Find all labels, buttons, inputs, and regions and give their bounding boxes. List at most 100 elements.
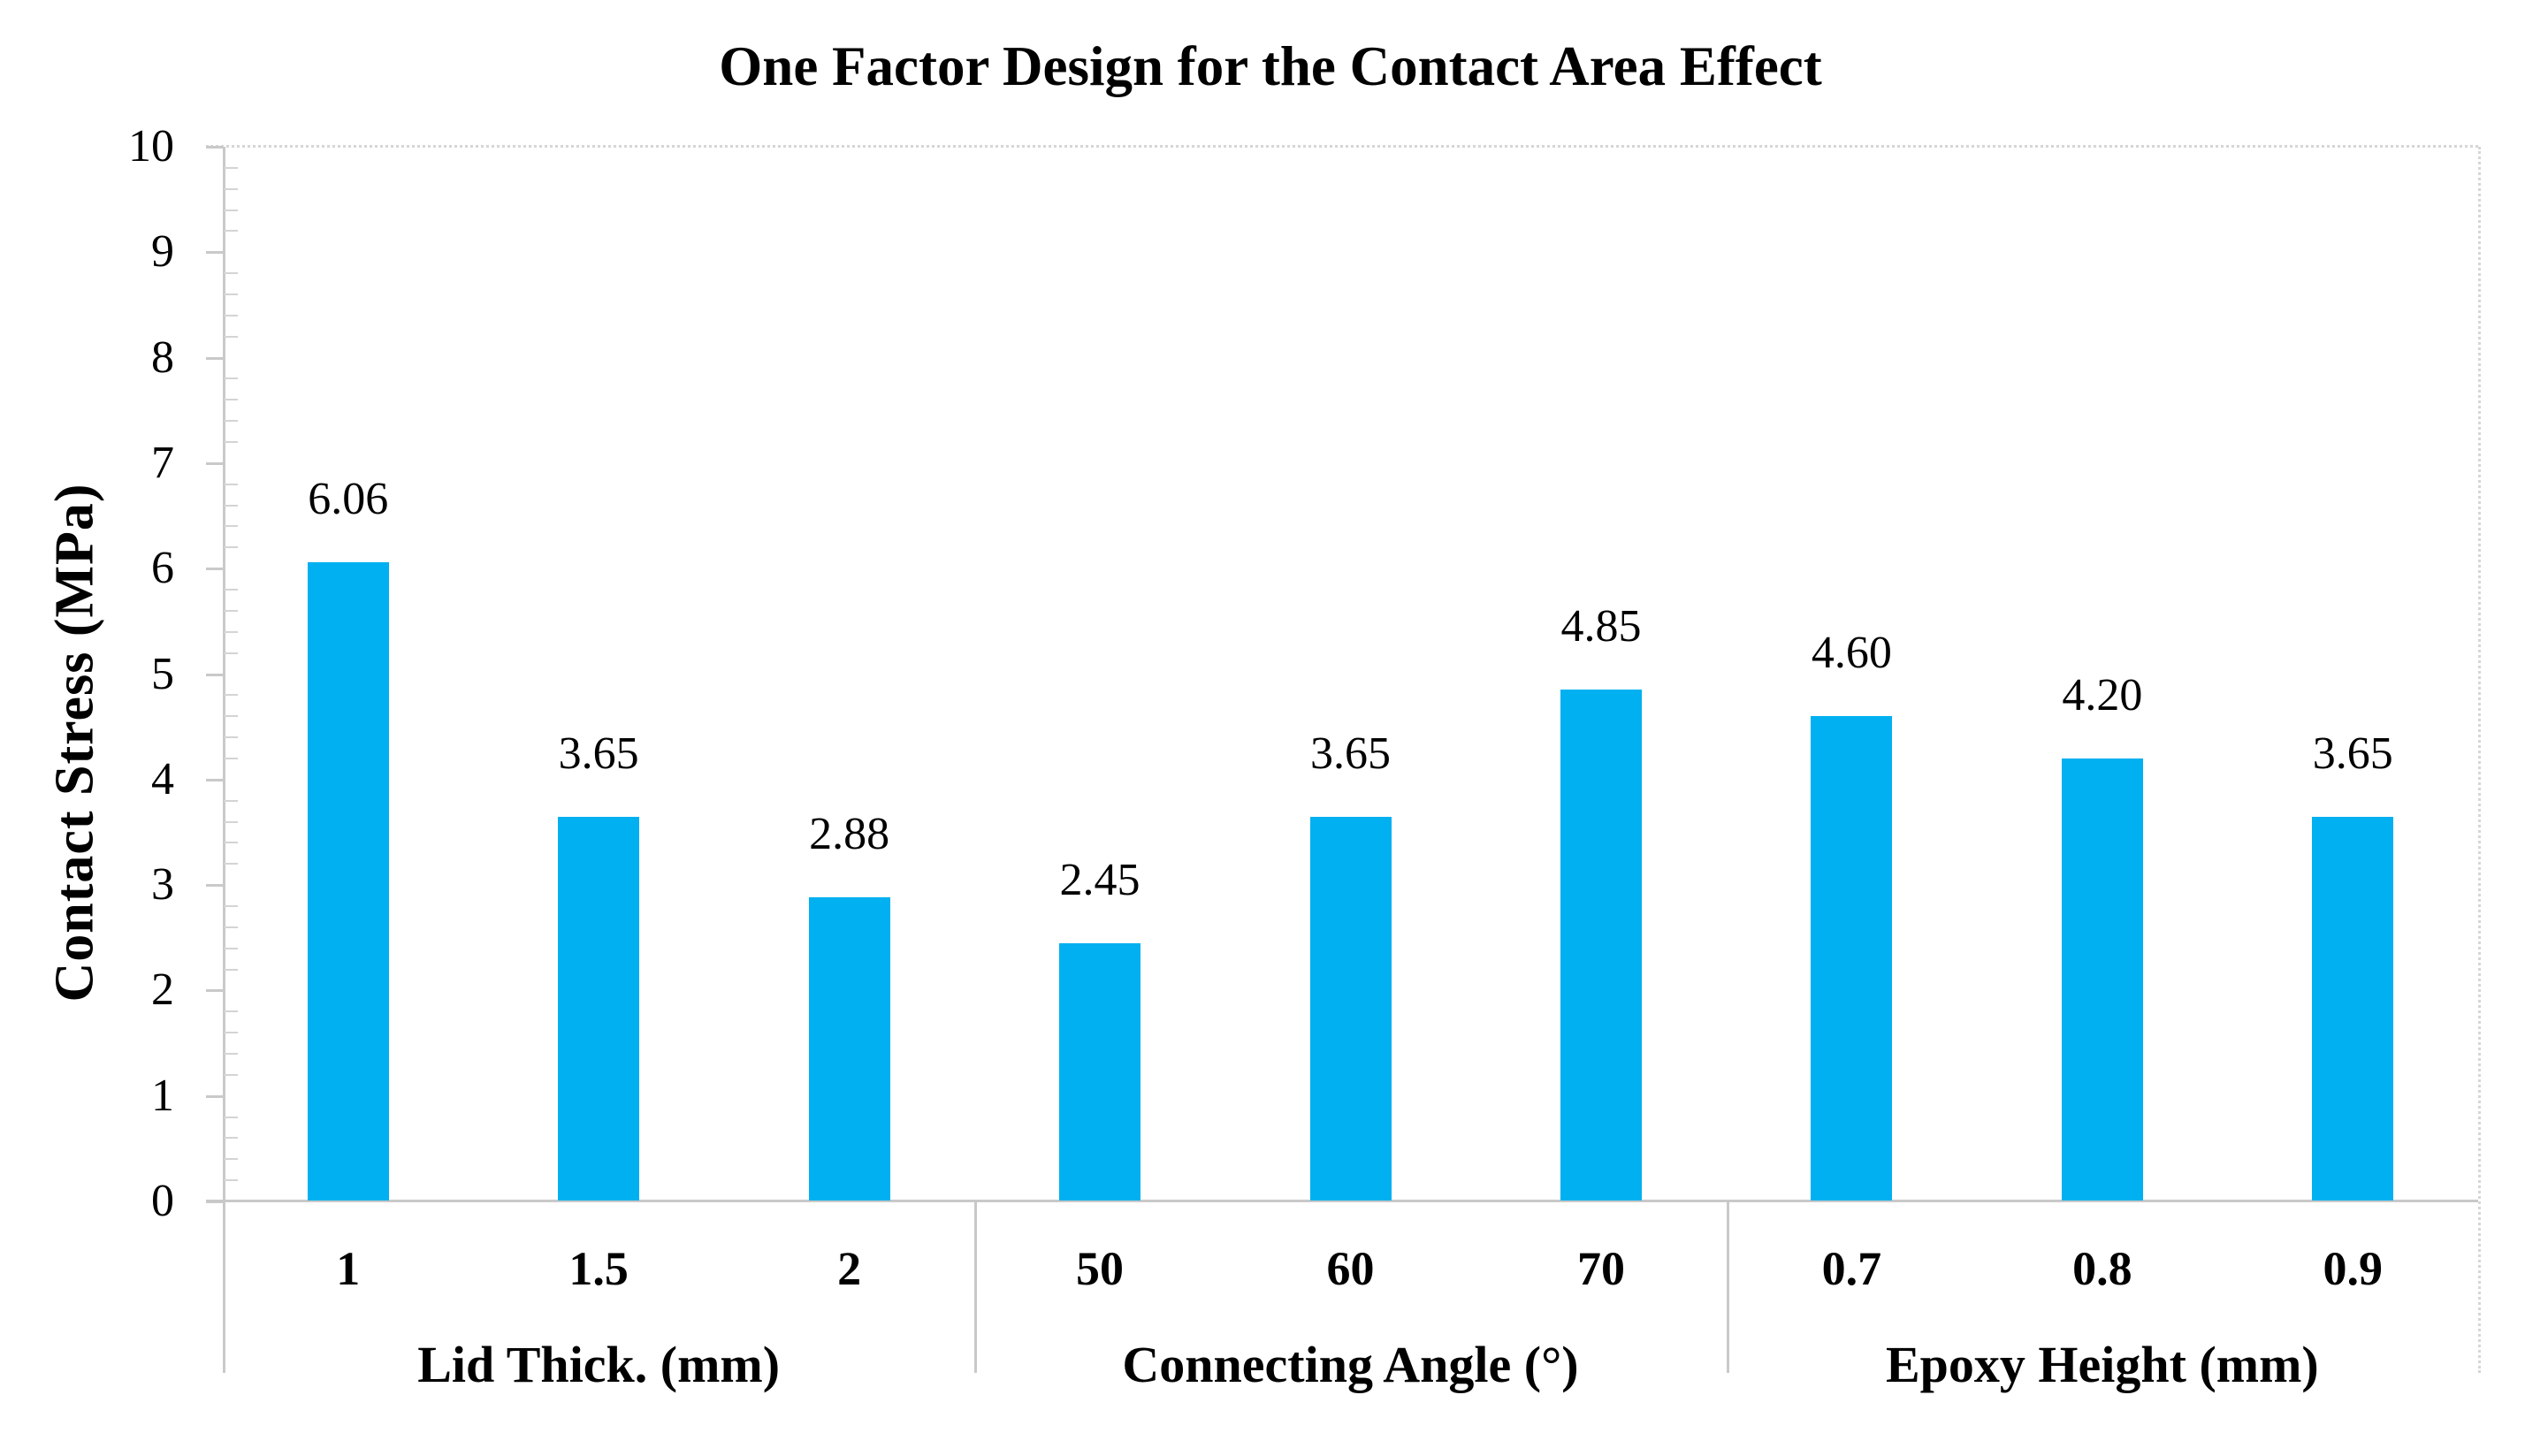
chart-title: One Factor Design for the Contact Area E… xyxy=(719,35,1822,97)
bar xyxy=(307,562,389,1201)
y-minor-tick xyxy=(224,272,238,275)
y-minor-tick xyxy=(224,630,238,633)
y-major-tick xyxy=(206,461,223,465)
x-axis-line xyxy=(206,1200,2478,1202)
plot-right-border xyxy=(2478,147,2481,1373)
y-major-tick xyxy=(206,568,223,571)
y-minor-tick xyxy=(224,1158,238,1161)
y-minor-tick xyxy=(224,1010,238,1013)
category-tick-label: 0.7 xyxy=(1821,1242,1882,1295)
y-tick-label: 2 xyxy=(151,964,174,1016)
y-minor-tick xyxy=(224,652,238,654)
y-minor-tick xyxy=(224,441,238,444)
bar xyxy=(558,816,640,1201)
y-tick-label: 4 xyxy=(151,753,174,804)
plot-top-border xyxy=(206,145,2478,148)
y-minor-tick xyxy=(224,546,238,549)
y-minor-tick xyxy=(224,230,238,233)
bar-value-label: 4.85 xyxy=(1560,601,1642,652)
y-major-tick xyxy=(206,884,223,888)
y-minor-tick xyxy=(224,187,238,190)
category-tick-label: 0.9 xyxy=(2323,1242,2384,1295)
y-minor-tick xyxy=(224,525,238,528)
y-minor-tick xyxy=(224,736,238,739)
y-minor-tick xyxy=(224,1073,238,1076)
y-minor-tick xyxy=(224,842,238,844)
y-minor-tick xyxy=(224,694,238,697)
y-major-tick xyxy=(206,356,223,360)
category-tick-label: 1 xyxy=(336,1242,361,1295)
y-major-tick xyxy=(206,146,223,149)
y-minor-tick xyxy=(224,799,238,802)
y-major-tick xyxy=(206,989,223,993)
y-minor-tick xyxy=(224,1032,238,1034)
category-tick-label: 2 xyxy=(837,1242,862,1295)
y-major-tick xyxy=(206,1094,223,1098)
y-minor-tick xyxy=(224,420,238,423)
y-tick-label: 10 xyxy=(128,121,174,172)
axis-group-label: Connecting Angle (°) xyxy=(1122,1336,1579,1393)
y-minor-tick xyxy=(224,947,238,949)
y-tick-label: 0 xyxy=(151,1176,174,1226)
y-minor-tick xyxy=(224,968,238,971)
y-tick-label: 5 xyxy=(151,648,174,699)
axis-group-label: Lid Thick. (mm) xyxy=(417,1336,781,1393)
y-tick-label: 1 xyxy=(151,1070,174,1121)
bar xyxy=(2061,758,2143,1201)
category-tick-label: 60 xyxy=(1326,1242,1375,1295)
y-axis-line xyxy=(223,147,225,1373)
y-major-tick xyxy=(206,251,223,255)
bar-value-label: 4.60 xyxy=(1811,628,1892,679)
y-minor-tick xyxy=(224,609,238,612)
y-minor-tick xyxy=(224,820,238,823)
y-minor-tick xyxy=(224,863,238,865)
bar xyxy=(2312,816,2394,1201)
y-minor-tick xyxy=(224,314,238,316)
bar-value-label: 3.65 xyxy=(1310,728,1391,779)
y-minor-tick xyxy=(224,504,238,507)
y-tick-label: 6 xyxy=(151,543,174,594)
bar-value-label: 2.45 xyxy=(1059,854,1140,905)
y-tick-label: 7 xyxy=(151,437,174,488)
group-separator xyxy=(1726,1201,1729,1373)
y-tick-label: 8 xyxy=(151,332,174,383)
bar-value-label: 2.88 xyxy=(809,809,890,860)
bar xyxy=(808,897,890,1201)
y-tick-label: 3 xyxy=(151,859,174,911)
y-major-tick xyxy=(206,778,223,781)
group-separator xyxy=(974,1201,978,1373)
y-minor-tick xyxy=(224,293,238,296)
bar-value-label: 3.65 xyxy=(558,728,639,779)
y-minor-tick xyxy=(224,209,238,211)
y-minor-tick xyxy=(224,1179,238,1182)
y-minor-tick xyxy=(224,904,238,907)
y-minor-tick xyxy=(224,483,238,485)
y-minor-tick xyxy=(224,377,238,380)
y-minor-tick xyxy=(224,1116,238,1118)
y-minor-tick xyxy=(224,715,238,718)
y-minor-tick xyxy=(224,926,238,928)
y-major-tick xyxy=(206,673,223,676)
axis-group-label: Epoxy Height (mm) xyxy=(1885,1336,2319,1393)
y-minor-tick xyxy=(224,757,238,759)
bar xyxy=(1059,942,1141,1201)
y-major-tick xyxy=(206,1201,223,1203)
y-tick-label: 9 xyxy=(151,226,174,278)
category-tick-label: 70 xyxy=(1576,1242,1625,1295)
category-tick-label: 0.8 xyxy=(2072,1242,2132,1295)
bar-value-label: 4.20 xyxy=(2062,669,2143,720)
bar-value-label: 3.65 xyxy=(2312,728,2393,779)
category-tick-label: 1.5 xyxy=(568,1242,629,1295)
y-minor-tick xyxy=(224,1137,238,1140)
y-minor-tick xyxy=(224,166,238,169)
y-minor-tick xyxy=(224,399,238,401)
y-minor-tick xyxy=(224,1052,238,1055)
y-minor-tick xyxy=(224,335,238,338)
bar-value-label: 6.06 xyxy=(308,474,389,525)
bar xyxy=(1560,690,1642,1201)
y-minor-tick xyxy=(224,589,238,591)
bar xyxy=(1811,716,1893,1201)
bar xyxy=(1309,816,1392,1201)
category-tick-label: 50 xyxy=(1076,1242,1125,1295)
